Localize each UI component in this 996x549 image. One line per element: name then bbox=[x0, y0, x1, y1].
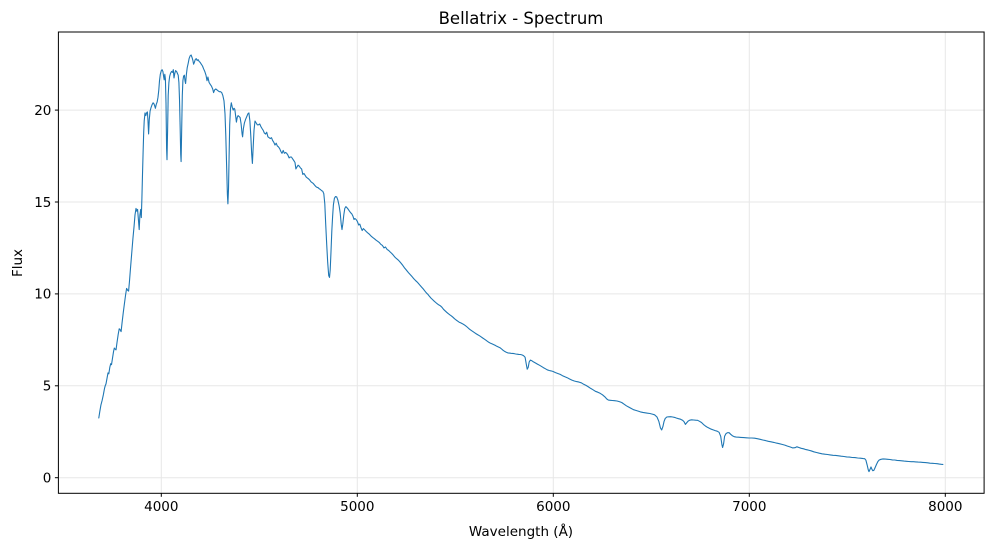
chart-title: Bellatrix - Spectrum bbox=[439, 9, 604, 28]
x-axis-label: Wavelength (Å) bbox=[469, 523, 573, 540]
y-axis-label: Flux bbox=[10, 249, 26, 277]
plot-border bbox=[57, 31, 985, 494]
x-tick-label: 7000 bbox=[732, 499, 766, 515]
y-tick-label: 20 bbox=[34, 103, 51, 119]
spectrum-line bbox=[98, 54, 944, 473]
grid-layer bbox=[58, 32, 985, 494]
tick-layer bbox=[54, 109, 946, 497]
x-tick-label: 5000 bbox=[340, 499, 374, 515]
y-tick-label: 15 bbox=[34, 195, 51, 211]
x-tick-label: 6000 bbox=[536, 499, 570, 515]
tick-label-layer: 4000 5000 6000 7000 8000 0 5 10 15 20 bbox=[34, 103, 962, 515]
y-tick-label: 0 bbox=[43, 471, 52, 487]
y-tick-label: 10 bbox=[34, 287, 51, 303]
y-tick-label: 5 bbox=[43, 379, 52, 395]
x-tick-label: 4000 bbox=[144, 499, 178, 515]
x-tick-label: 8000 bbox=[928, 499, 962, 515]
